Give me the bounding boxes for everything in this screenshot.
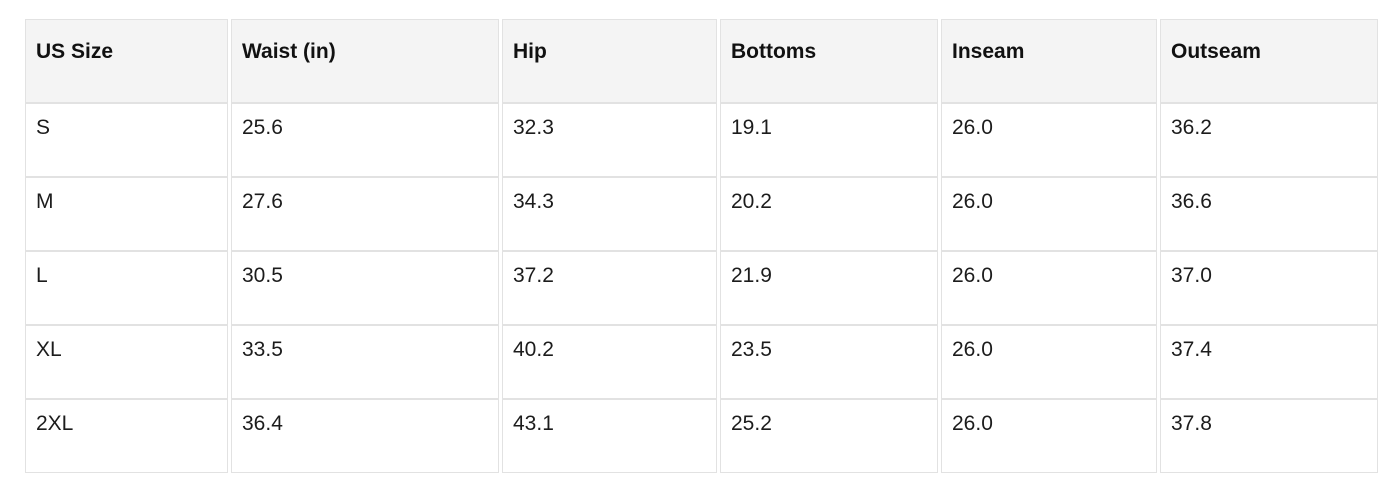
column-header-bottoms: Bottoms — [720, 19, 938, 103]
bottoms-value-cell: 23.5 — [720, 325, 938, 399]
inseam-value-cell: 26.0 — [941, 399, 1157, 473]
table-row-s: S 25.6 32.3 19.1 26.0 36.2 — [25, 103, 1378, 177]
size-label-cell: L — [25, 251, 228, 325]
waist-value-cell: 30.5 — [231, 251, 499, 325]
size-label-cell: XL — [25, 325, 228, 399]
inseam-value-cell: 26.0 — [941, 177, 1157, 251]
waist-value-cell: 36.4 — [231, 399, 499, 473]
hip-value-cell: 37.2 — [502, 251, 717, 325]
size-label-cell: S — [25, 103, 228, 177]
hip-value-cell: 34.3 — [502, 177, 717, 251]
bottoms-value-cell: 20.2 — [720, 177, 938, 251]
table-row-m: M 27.6 34.3 20.2 26.0 36.6 — [25, 177, 1378, 251]
column-header-hip: Hip — [502, 19, 717, 103]
column-header-inseam: Inseam — [941, 19, 1157, 103]
outseam-value-cell: 37.4 — [1160, 325, 1378, 399]
table-row-2xl: 2XL 36.4 43.1 25.2 26.0 37.8 — [25, 399, 1378, 473]
waist-value-cell: 27.6 — [231, 177, 499, 251]
table-row-xl: XL 33.5 40.2 23.5 26.0 37.4 — [25, 325, 1378, 399]
column-header-outseam: Outseam — [1160, 19, 1378, 103]
header-row: US Size Waist (in) Hip Bottoms Inseam Ou… — [25, 19, 1378, 103]
waist-value-cell: 33.5 — [231, 325, 499, 399]
size-label-cell: M — [25, 177, 228, 251]
waist-value-cell: 25.6 — [231, 103, 499, 177]
bottoms-value-cell: 25.2 — [720, 399, 938, 473]
outseam-value-cell: 36.2 — [1160, 103, 1378, 177]
inseam-value-cell: 26.0 — [941, 251, 1157, 325]
outseam-value-cell: 37.0 — [1160, 251, 1378, 325]
table-row-l: L 30.5 37.2 21.9 26.0 37.0 — [25, 251, 1378, 325]
outseam-value-cell: 36.6 — [1160, 177, 1378, 251]
bottoms-value-cell: 21.9 — [720, 251, 938, 325]
column-header-waist: Waist (in) — [231, 19, 499, 103]
size-chart-table: US Size Waist (in) Hip Bottoms Inseam Ou… — [22, 19, 1378, 473]
bottoms-value-cell: 19.1 — [720, 103, 938, 177]
hip-value-cell: 40.2 — [502, 325, 717, 399]
hip-value-cell: 32.3 — [502, 103, 717, 177]
column-header-us-size: US Size — [25, 19, 228, 103]
inseam-value-cell: 26.0 — [941, 325, 1157, 399]
outseam-value-cell: 37.8 — [1160, 399, 1378, 473]
inseam-value-cell: 26.0 — [941, 103, 1157, 177]
hip-value-cell: 43.1 — [502, 399, 717, 473]
size-label-cell: 2XL — [25, 399, 228, 473]
